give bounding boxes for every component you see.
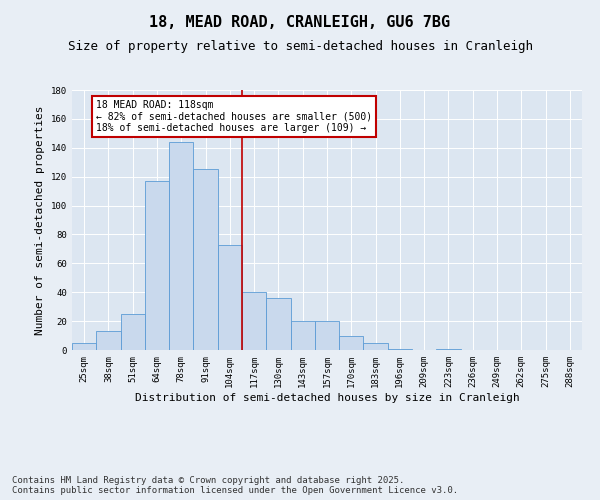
Bar	[339, 336, 364, 350]
Bar	[290, 321, 315, 350]
Bar	[121, 314, 145, 350]
Bar	[266, 298, 290, 350]
Bar	[315, 321, 339, 350]
Bar	[364, 343, 388, 350]
Bar	[218, 244, 242, 350]
Text: 18 MEAD ROAD: 118sqm
← 82% of semi-detached houses are smaller (500)
18% of semi: 18 MEAD ROAD: 118sqm ← 82% of semi-detac…	[96, 100, 373, 134]
Bar	[388, 348, 412, 350]
Bar	[242, 292, 266, 350]
Bar	[96, 331, 121, 350]
Bar	[193, 170, 218, 350]
Text: 18, MEAD ROAD, CRANLEIGH, GU6 7BG: 18, MEAD ROAD, CRANLEIGH, GU6 7BG	[149, 15, 451, 30]
Bar	[145, 181, 169, 350]
X-axis label: Distribution of semi-detached houses by size in Cranleigh: Distribution of semi-detached houses by …	[134, 392, 520, 402]
Bar	[72, 343, 96, 350]
Y-axis label: Number of semi-detached properties: Number of semi-detached properties	[35, 106, 46, 335]
Text: Contains HM Land Registry data © Crown copyright and database right 2025.
Contai: Contains HM Land Registry data © Crown c…	[12, 476, 458, 495]
Bar	[436, 348, 461, 350]
Text: Size of property relative to semi-detached houses in Cranleigh: Size of property relative to semi-detach…	[67, 40, 533, 53]
Bar	[169, 142, 193, 350]
